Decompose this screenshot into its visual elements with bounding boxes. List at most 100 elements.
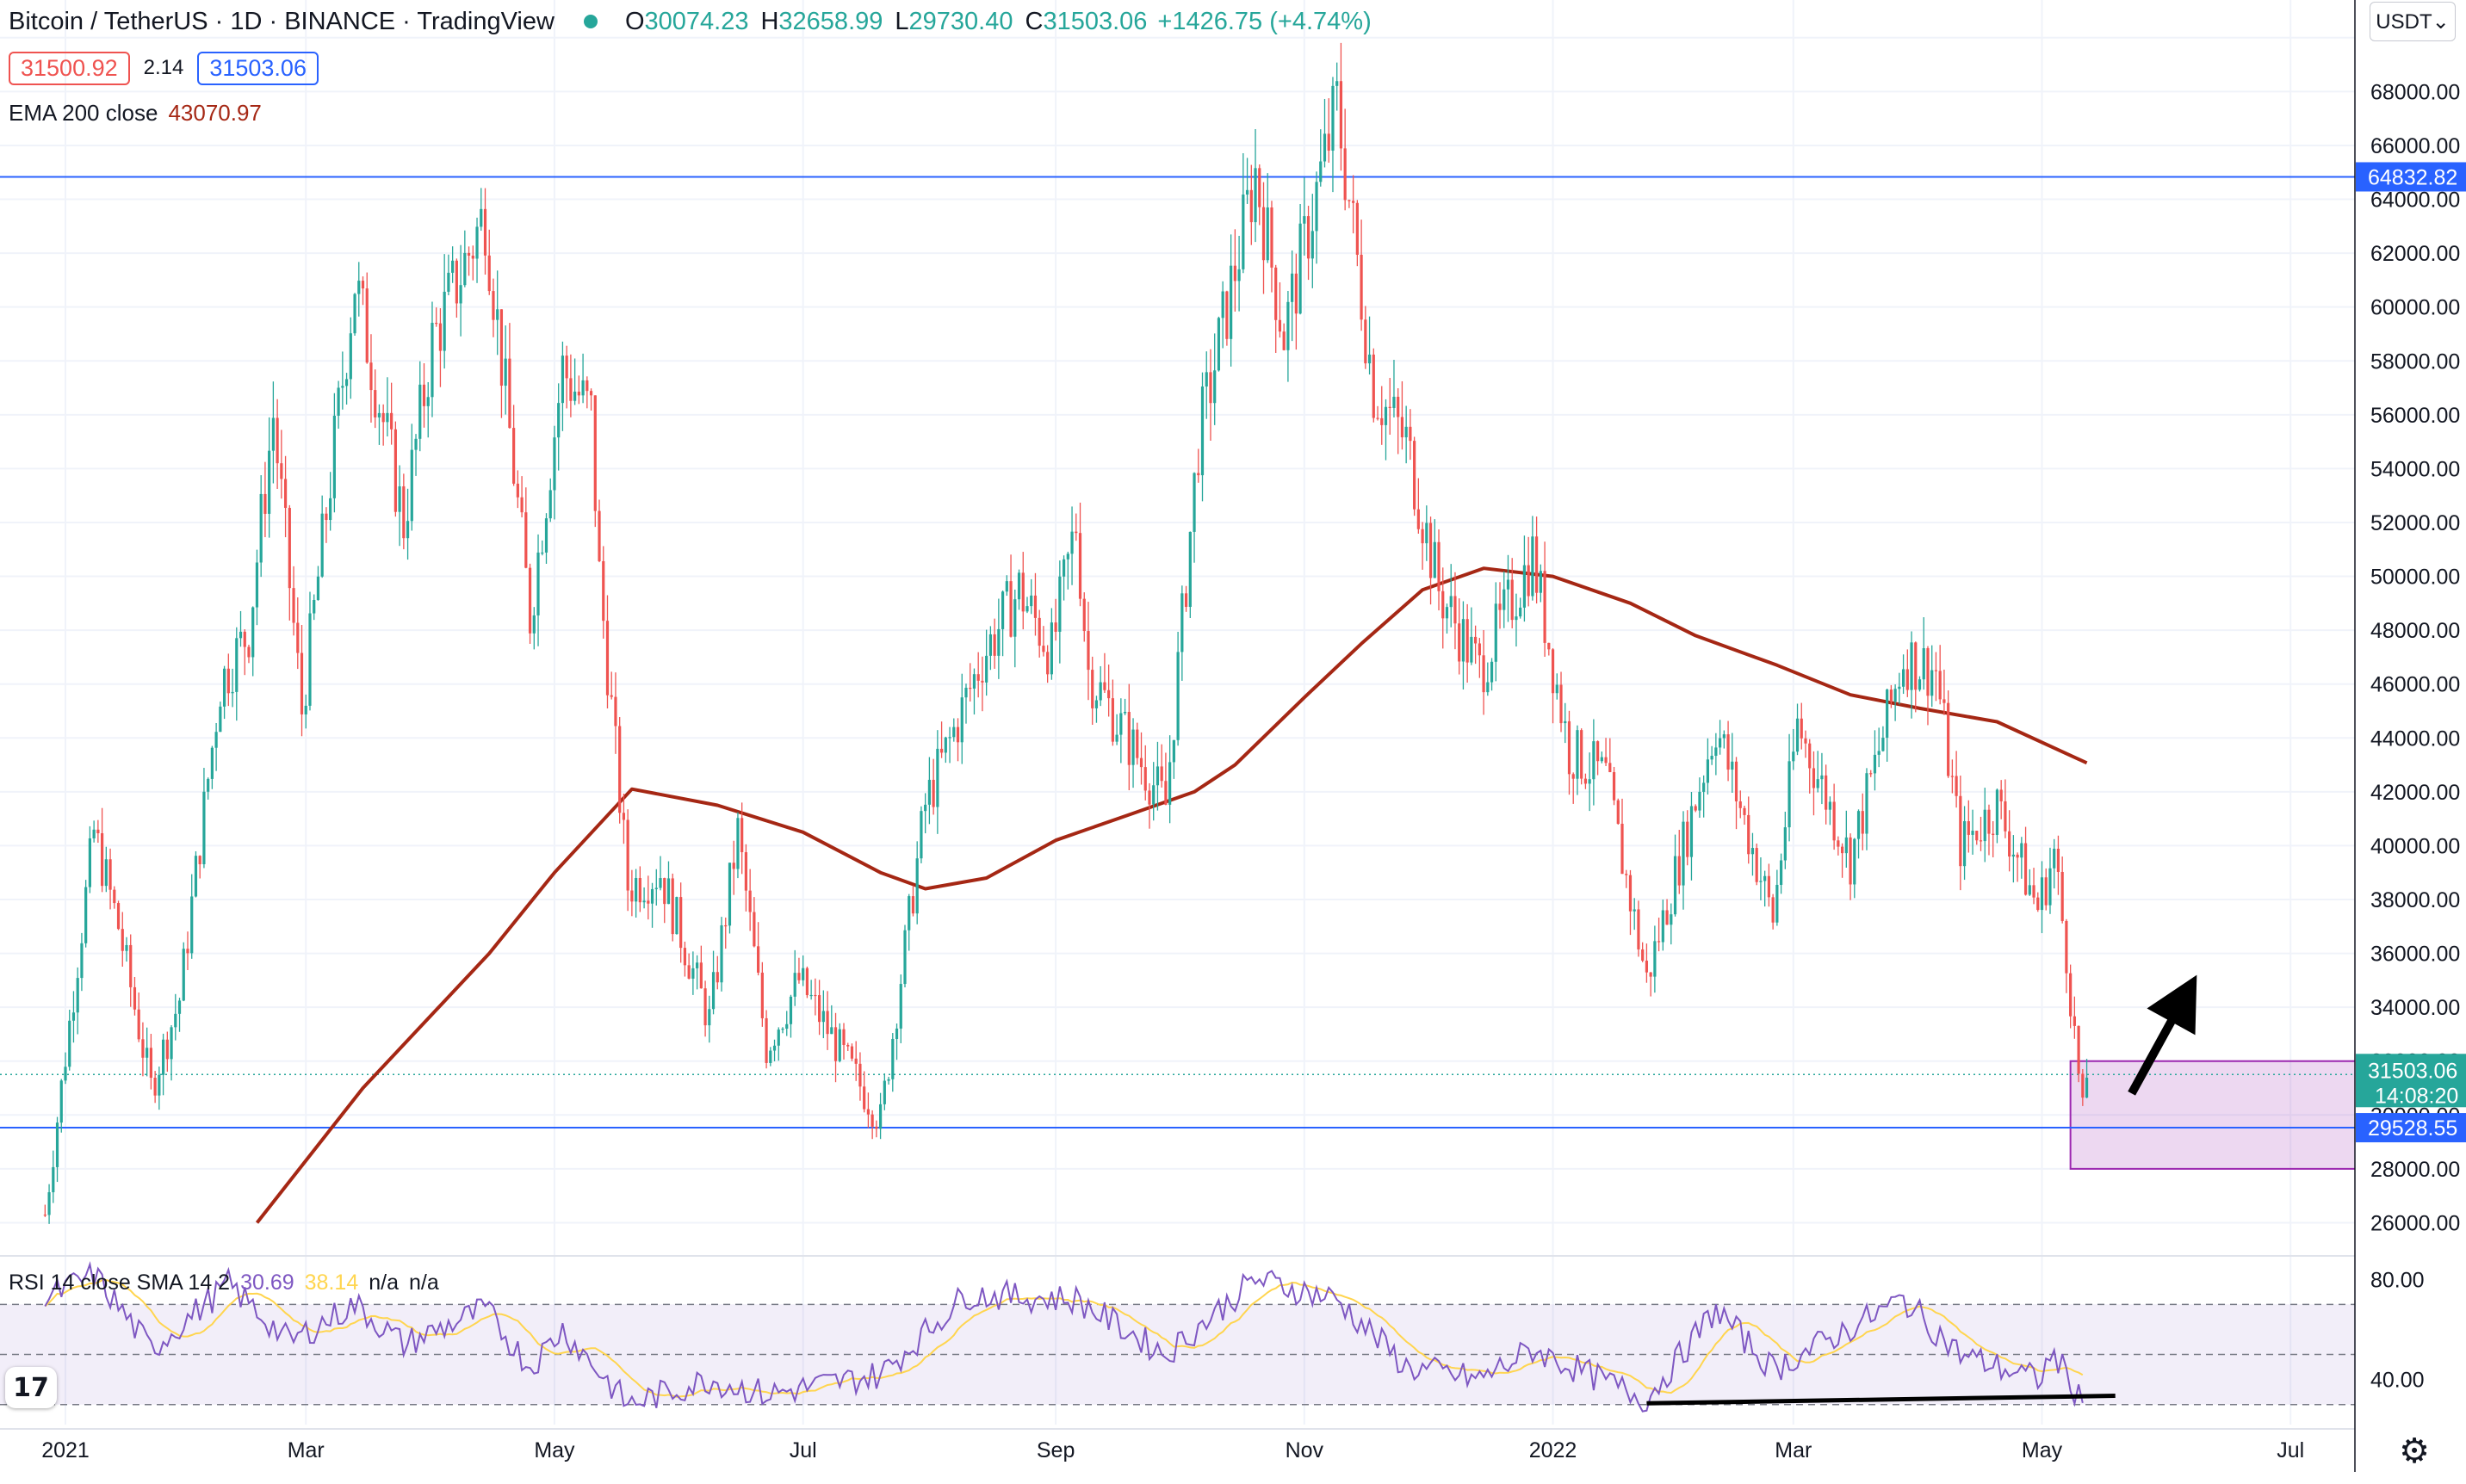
candle-body bbox=[1522, 565, 1527, 608]
candle-body bbox=[1111, 698, 1114, 742]
time-tick-label: May bbox=[2022, 1438, 2063, 1462]
candle-body bbox=[1722, 734, 1726, 739]
candle-body bbox=[1604, 757, 1608, 764]
candle-body bbox=[182, 949, 185, 1001]
candle-body bbox=[1938, 671, 1942, 700]
candle-body bbox=[1323, 133, 1327, 162]
price-tick-label: 28000.00 bbox=[2370, 1158, 2460, 1182]
candle-body bbox=[1910, 642, 1913, 690]
time-tick-label: Mar bbox=[1775, 1438, 1812, 1462]
candle-body bbox=[1783, 827, 1787, 861]
candle-body bbox=[1367, 354, 1372, 364]
candle-body bbox=[683, 948, 687, 966]
candle-body bbox=[1975, 831, 1979, 841]
close-label: C bbox=[1025, 7, 1044, 35]
candle-body bbox=[964, 687, 968, 698]
candle-body bbox=[455, 260, 458, 304]
candle-body bbox=[475, 226, 479, 259]
candle-body bbox=[1075, 531, 1078, 534]
candle-body bbox=[1054, 622, 1057, 632]
candle-body bbox=[1421, 529, 1424, 544]
candle-body bbox=[1992, 833, 1995, 835]
candle-body bbox=[1339, 81, 1343, 149]
candle-body bbox=[276, 417, 279, 464]
price-tick-label: 46000.00 bbox=[2370, 673, 2460, 697]
candle-body bbox=[532, 615, 536, 634]
candle-body bbox=[1030, 595, 1033, 607]
candle-body bbox=[1531, 536, 1534, 597]
candle-body bbox=[969, 687, 972, 689]
candle-body bbox=[936, 748, 939, 807]
candle-body bbox=[288, 508, 291, 589]
candle-body bbox=[1164, 781, 1168, 805]
candle-body bbox=[1918, 679, 1922, 690]
candle-body bbox=[146, 1048, 149, 1058]
candle-body bbox=[736, 818, 740, 869]
candle-body bbox=[1959, 795, 1962, 867]
candle-body bbox=[1315, 182, 1318, 232]
candle-body bbox=[341, 386, 344, 388]
currency-button[interactable]: USDT⌄ bbox=[2370, 2, 2456, 41]
rsi-na-1: n/a bbox=[369, 1271, 399, 1295]
candle-body bbox=[846, 1044, 850, 1047]
candle-body bbox=[956, 727, 960, 743]
gear-icon[interactable]: ⚙ bbox=[2399, 1432, 2430, 1470]
candle-body bbox=[985, 655, 988, 683]
candle-body bbox=[1441, 591, 1445, 619]
candle-body bbox=[402, 486, 406, 539]
candle-body bbox=[891, 1038, 895, 1079]
candle-body bbox=[369, 362, 373, 391]
candle-body bbox=[899, 984, 902, 1029]
candle-body bbox=[1139, 757, 1143, 768]
candle-body bbox=[1087, 631, 1090, 671]
candle-body bbox=[1995, 789, 1999, 835]
candle-body bbox=[1152, 785, 1156, 805]
candle-body bbox=[997, 628, 1001, 656]
time-tick-label: Jul bbox=[2277, 1438, 2304, 1462]
candle-body bbox=[1515, 616, 1518, 621]
candle-body bbox=[1832, 801, 1836, 841]
rsi-legend[interactable]: RSI 14 close SMA 14 2 30.69 38.14 n/a n/a bbox=[9, 1271, 439, 1295]
candle-body bbox=[1901, 669, 1905, 687]
candle-body bbox=[1710, 756, 1713, 760]
candle-body bbox=[772, 1045, 777, 1051]
candle-body bbox=[610, 695, 613, 697]
candle-body bbox=[344, 379, 349, 386]
candle-body bbox=[1355, 202, 1359, 255]
candle-body bbox=[915, 858, 919, 914]
candle-body bbox=[1490, 661, 1494, 683]
buy-button[interactable]: 31503.06 bbox=[197, 51, 319, 85]
candle-body bbox=[952, 727, 956, 738]
tradingview-logo[interactable]: 17 bbox=[5, 1367, 57, 1408]
candle-body bbox=[1612, 772, 1616, 801]
candle-body bbox=[133, 986, 137, 1010]
candle-body bbox=[573, 391, 577, 401]
candle-body bbox=[740, 818, 744, 852]
candle-body bbox=[406, 521, 410, 539]
candle-body bbox=[976, 674, 980, 681]
ema-label: EMA 200 close bbox=[9, 100, 158, 126]
candle-body bbox=[1519, 607, 1522, 617]
candle-body bbox=[1445, 607, 1449, 619]
candle-body bbox=[863, 1086, 866, 1110]
time-tick-label: May bbox=[534, 1438, 575, 1462]
candle-body bbox=[1779, 860, 1783, 885]
candle-body bbox=[361, 281, 365, 289]
candle-body bbox=[981, 680, 984, 683]
candle-body bbox=[499, 309, 504, 386]
candle-body bbox=[1555, 684, 1558, 694]
ema-legend[interactable]: EMA 200 close 43070.97 bbox=[9, 100, 262, 127]
candle-body bbox=[1249, 189, 1253, 223]
candle-body bbox=[1213, 370, 1217, 404]
candle-body bbox=[1294, 273, 1298, 314]
candle-body bbox=[1633, 909, 1636, 912]
candle-body bbox=[47, 1192, 51, 1215]
candle-body bbox=[666, 878, 671, 905]
candle-body bbox=[447, 272, 450, 292]
candle-body bbox=[2085, 1077, 2089, 1098]
candle-body bbox=[113, 889, 116, 904]
candle-body bbox=[280, 463, 283, 479]
symbol-title[interactable]: Bitcoin / TetherUS · 1D · BINANCE · Trad… bbox=[9, 7, 555, 35]
sell-button[interactable]: 31500.92 bbox=[9, 51, 130, 85]
